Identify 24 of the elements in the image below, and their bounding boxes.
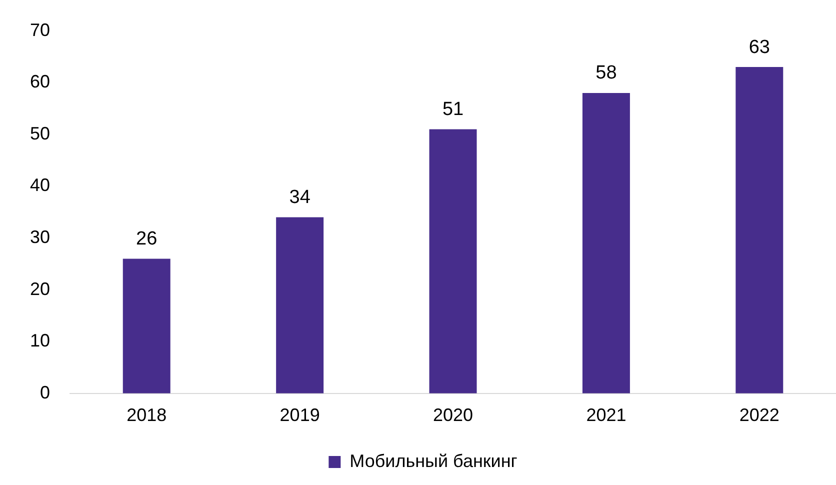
bar bbox=[122, 258, 170, 394]
y-tick-label: 60 bbox=[30, 72, 50, 92]
data-label: 26 bbox=[136, 228, 158, 250]
bar bbox=[276, 217, 324, 394]
bar bbox=[429, 129, 477, 394]
data-label: 63 bbox=[748, 36, 770, 58]
y-tick-label: 0 bbox=[40, 382, 50, 402]
y-tick-label: 20 bbox=[30, 278, 50, 299]
x-tick-label: 2022 bbox=[739, 405, 780, 426]
data-label: 58 bbox=[596, 62, 617, 84]
x-tick-label: 2019 bbox=[280, 405, 320, 426]
y-tick-label: 50 bbox=[30, 123, 50, 144]
data-label: 51 bbox=[442, 98, 464, 120]
x-tick-label: 2018 bbox=[126, 405, 167, 426]
y-tick-label: 30 bbox=[30, 226, 50, 247]
x-tick-label: 2021 bbox=[586, 405, 626, 426]
y-tick-label: 70 bbox=[30, 20, 50, 40]
y-tick-label: 40 bbox=[30, 175, 50, 196]
y-tick-label: 10 bbox=[30, 330, 50, 351]
x-tick-label: 2020 bbox=[432, 405, 474, 426]
data-label: 34 bbox=[289, 187, 311, 208]
bar bbox=[736, 67, 784, 394]
bar bbox=[582, 92, 630, 394]
legend-label: Мобильный банкинг bbox=[350, 450, 518, 471]
